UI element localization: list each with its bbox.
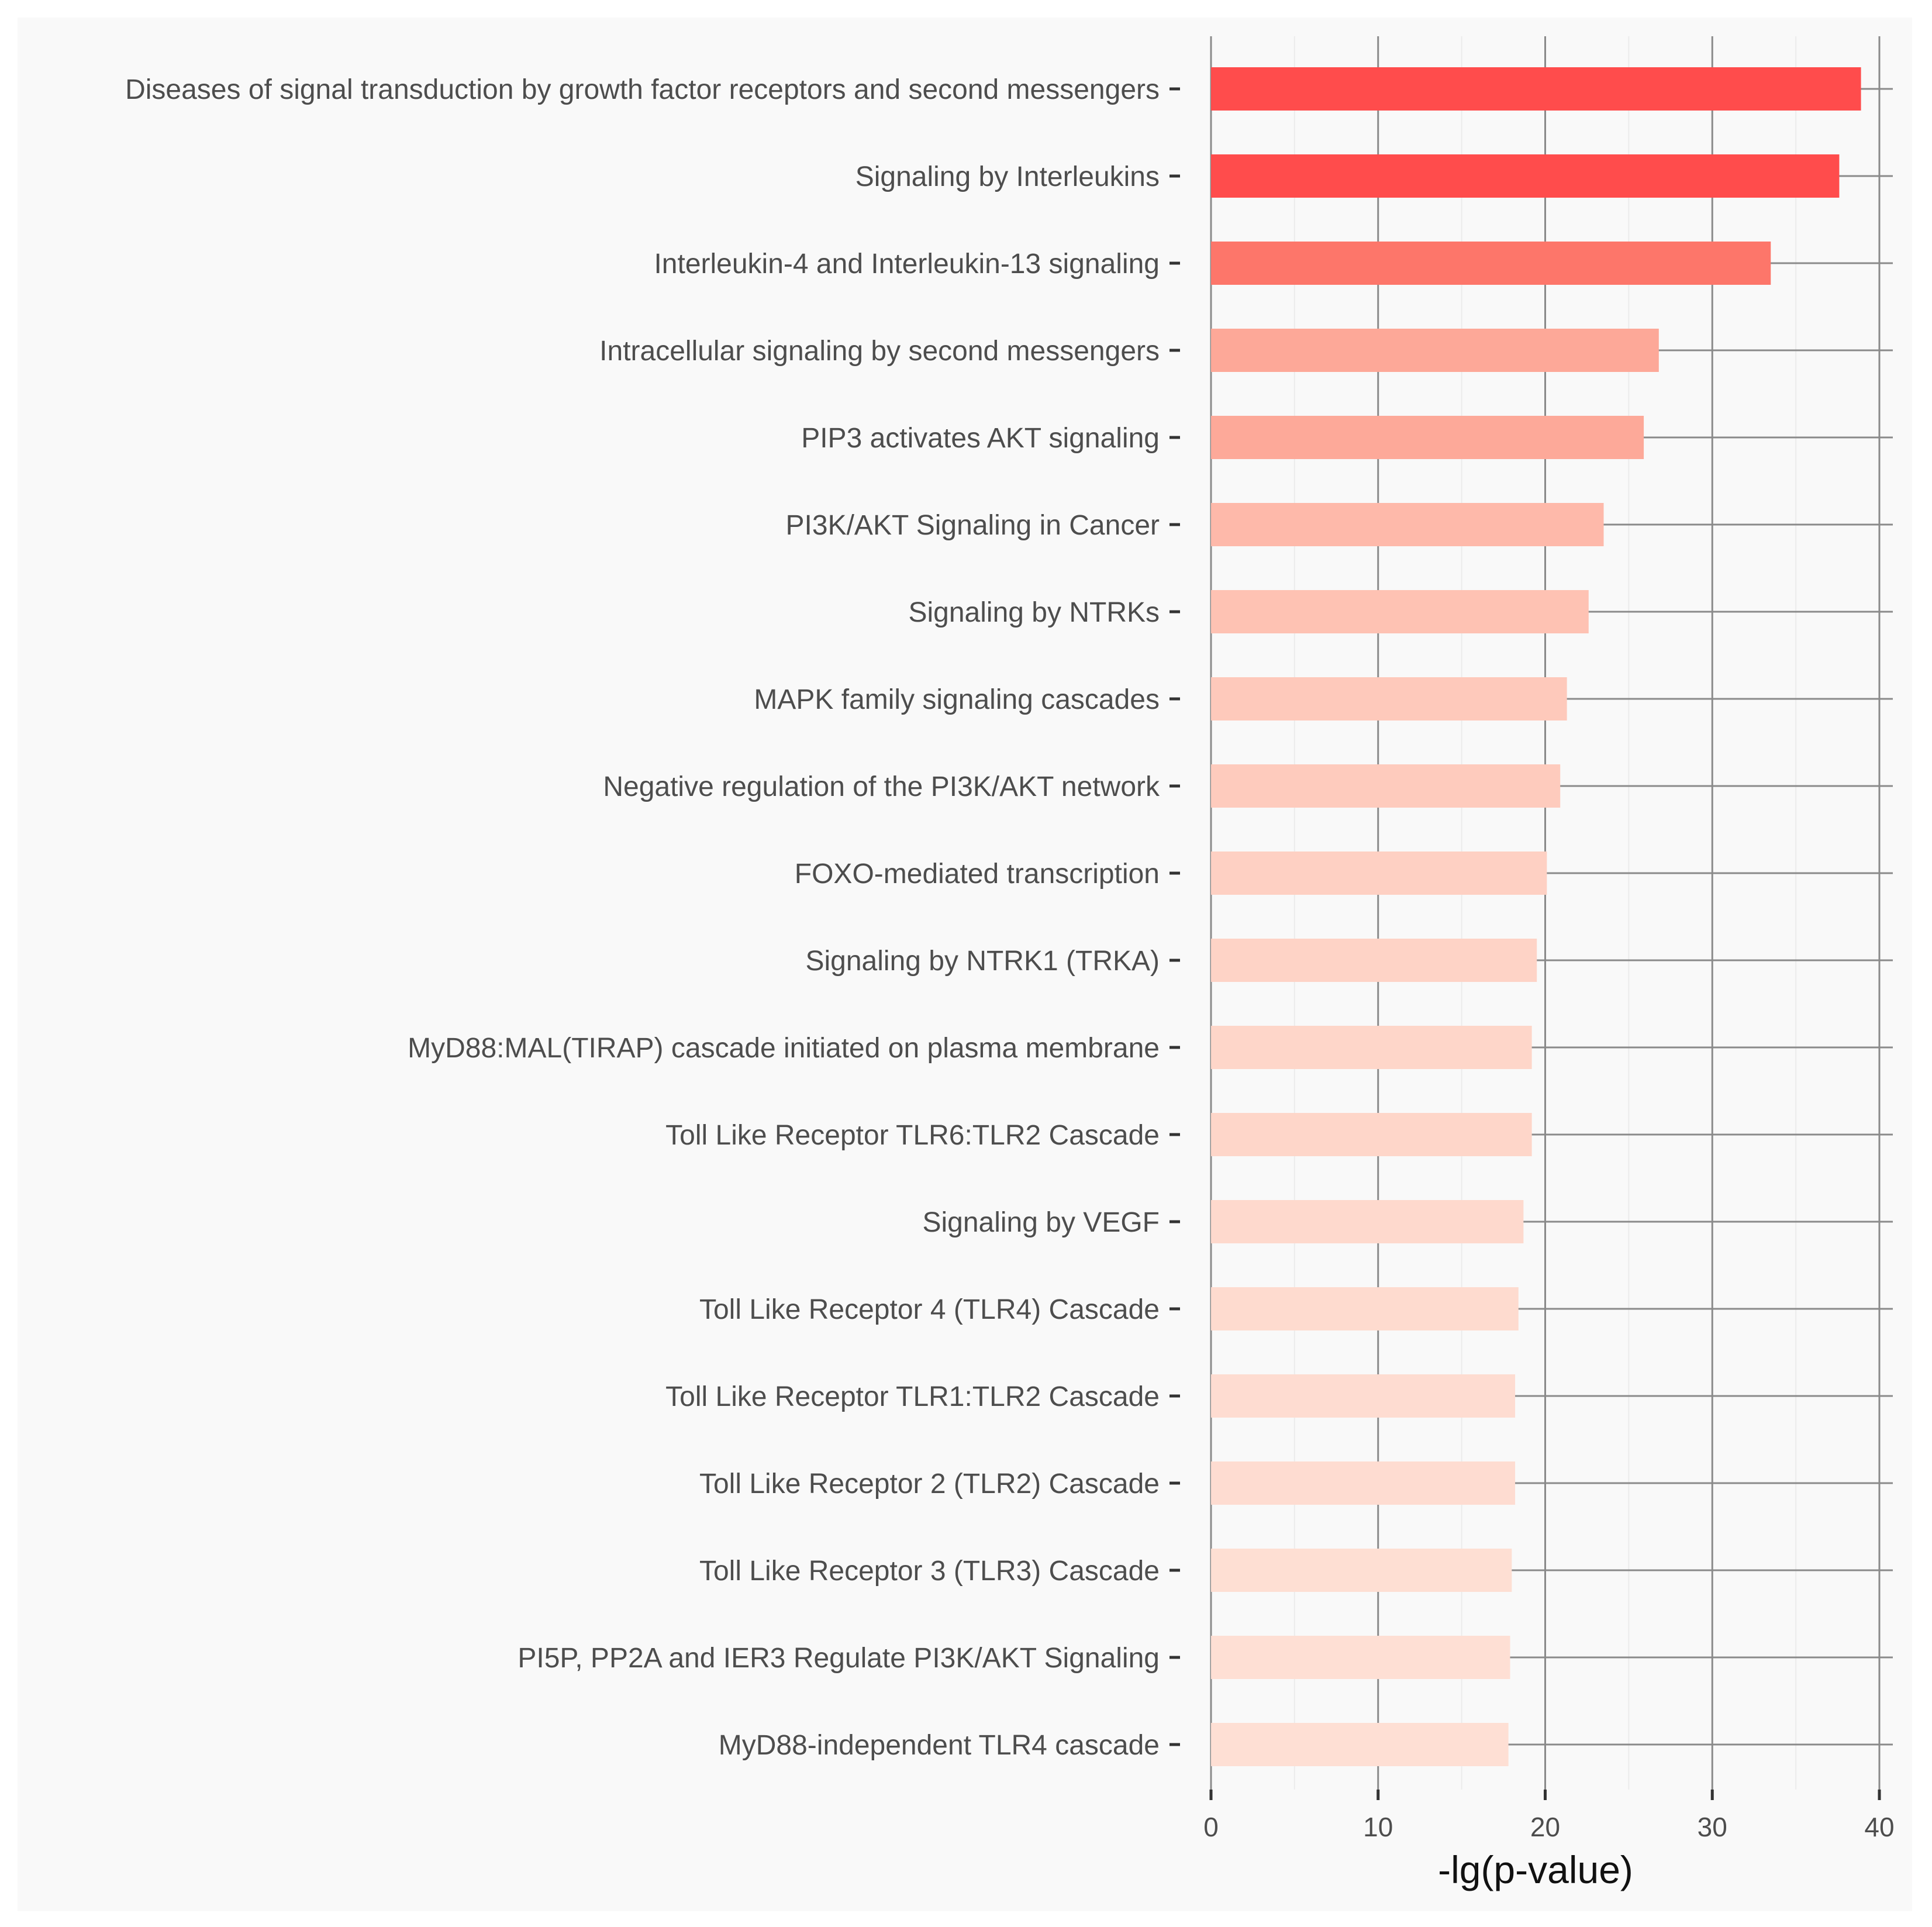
bar xyxy=(1211,242,1771,285)
x-axis-title: -lg(p-value) xyxy=(1438,1848,1633,1891)
bar xyxy=(1211,67,1861,111)
bar xyxy=(1211,329,1659,372)
category-label: FOXO-mediated transcription xyxy=(795,859,1160,890)
bar xyxy=(1211,1026,1532,1069)
bar xyxy=(1211,1636,1510,1679)
bar xyxy=(1211,1374,1515,1418)
category-label: Toll Like Receptor TLR1:TLR2 Cascade xyxy=(665,1381,1160,1412)
category-label: PIP3 activates AKT signaling xyxy=(801,423,1160,454)
category-label: MAPK family signaling cascades xyxy=(754,684,1160,715)
category-label: Intracellular signaling by second messen… xyxy=(599,336,1160,367)
bar xyxy=(1211,590,1589,633)
category-label: MyD88-independent TLR4 cascade xyxy=(719,1730,1160,1761)
category-label: Toll Like Receptor 2 (TLR2) Cascade xyxy=(699,1468,1160,1499)
bar xyxy=(1211,503,1604,546)
bar xyxy=(1211,939,1537,982)
x-tick-label: 0 xyxy=(1203,1812,1219,1842)
x-tick-label: 40 xyxy=(1864,1812,1894,1842)
chart-canvas: Diseases of signal transduction by growt… xyxy=(0,0,1932,1927)
category-label: Toll Like Receptor TLR6:TLR2 Cascade xyxy=(665,1120,1160,1151)
category-label: Negative regulation of the PI3K/AKT netw… xyxy=(603,771,1160,802)
category-label: Toll Like Receptor 3 (TLR3) Cascade xyxy=(699,1556,1160,1587)
category-label: Signaling by Interleukins xyxy=(855,161,1160,192)
bar xyxy=(1211,1549,1512,1592)
bar xyxy=(1211,852,1547,895)
category-label: Signaling by NTRKs xyxy=(908,597,1160,628)
category-label: Diseases of signal transduction by growt… xyxy=(125,74,1160,105)
category-label: MyD88:MAL(TIRAP) cascade initiated on pl… xyxy=(408,1033,1160,1064)
bar xyxy=(1211,1723,1509,1766)
x-tick-label: 30 xyxy=(1698,1812,1727,1842)
category-label: Interleukin-4 and Interleukin-13 signali… xyxy=(654,249,1160,280)
bar xyxy=(1211,416,1644,459)
bar xyxy=(1211,1287,1519,1330)
bar xyxy=(1211,677,1567,721)
x-tick-label: 20 xyxy=(1530,1812,1560,1842)
bar xyxy=(1211,1113,1532,1156)
bar xyxy=(1211,1461,1515,1505)
bar xyxy=(1211,1200,1523,1243)
x-tick-label: 10 xyxy=(1363,1812,1393,1842)
category-label: Signaling by VEGF xyxy=(922,1207,1160,1238)
bar xyxy=(1211,154,1839,198)
category-label: PI3K/AKT Signaling in Cancer xyxy=(786,510,1160,541)
category-label: PI5P, PP2A and IER3 Regulate PI3K/AKT Si… xyxy=(518,1643,1160,1674)
category-label: Signaling by NTRK1 (TRKA) xyxy=(805,946,1160,977)
bar-chart: Diseases of signal transduction by growt… xyxy=(0,0,1932,1927)
category-label: Toll Like Receptor 4 (TLR4) Cascade xyxy=(699,1294,1160,1325)
bar xyxy=(1211,764,1560,808)
